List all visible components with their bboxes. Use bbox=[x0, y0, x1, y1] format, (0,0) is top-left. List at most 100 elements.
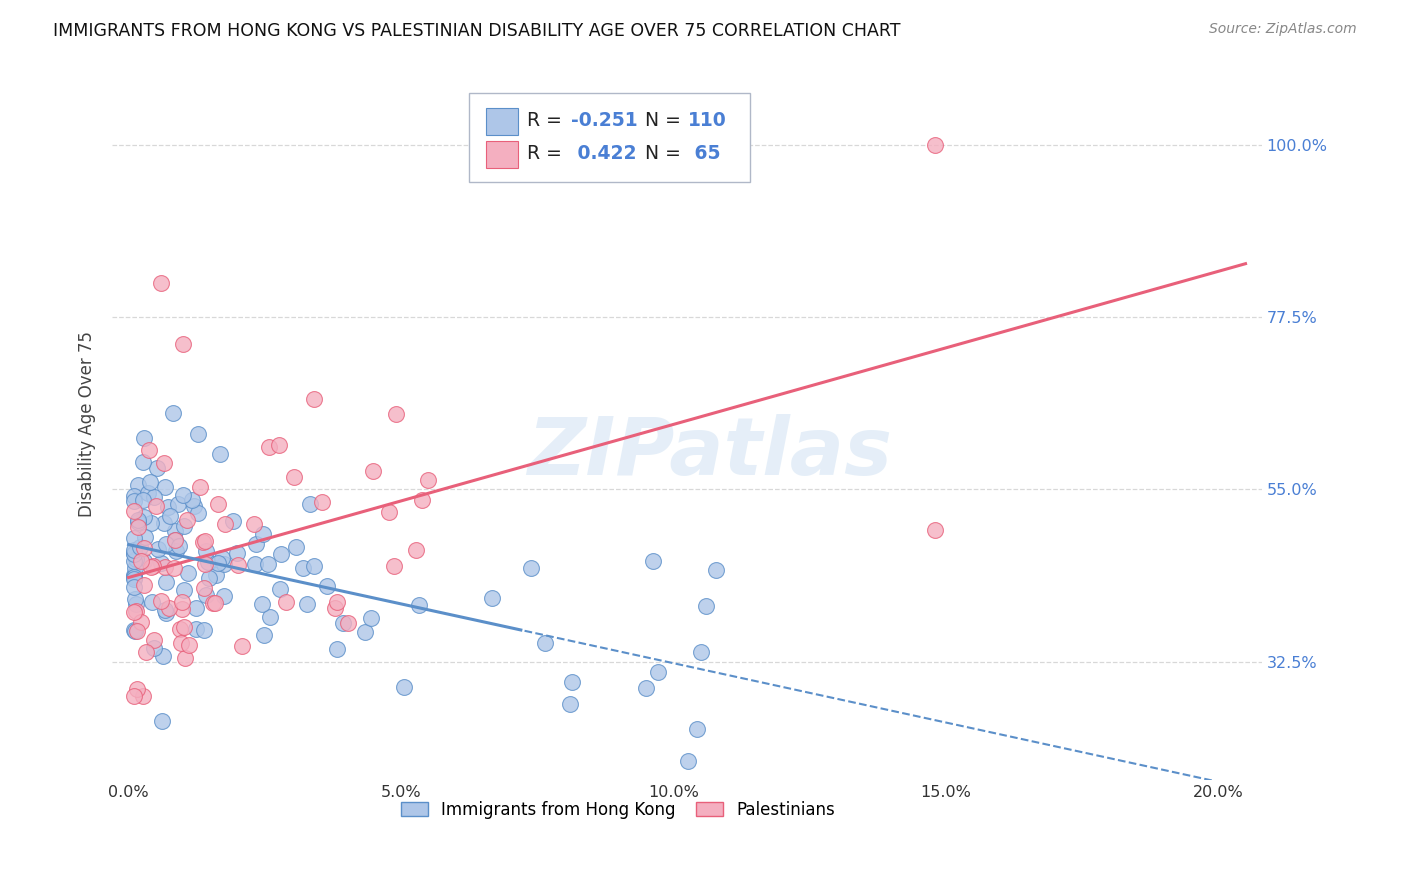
Point bbox=[641, 554, 664, 568]
Point bbox=[337, 615, 360, 630]
Point bbox=[122, 568, 145, 582]
Point bbox=[634, 681, 657, 696]
Point bbox=[204, 567, 226, 582]
Point bbox=[132, 455, 155, 469]
Point bbox=[122, 543, 145, 558]
Text: 110: 110 bbox=[688, 111, 727, 130]
Point bbox=[520, 561, 543, 575]
Point bbox=[225, 546, 247, 560]
Point bbox=[163, 561, 186, 575]
Point bbox=[187, 427, 209, 442]
Text: -0.251: -0.251 bbox=[571, 111, 637, 130]
Point bbox=[194, 543, 217, 558]
Point bbox=[152, 649, 174, 664]
Point bbox=[302, 392, 325, 406]
Point bbox=[252, 527, 274, 541]
Point bbox=[316, 579, 339, 593]
Point bbox=[184, 600, 207, 615]
Point bbox=[167, 540, 190, 554]
Point bbox=[163, 533, 186, 547]
Point bbox=[153, 480, 176, 494]
Point bbox=[259, 610, 281, 624]
Point bbox=[141, 559, 163, 574]
Point bbox=[125, 604, 148, 618]
Point bbox=[155, 606, 177, 620]
Point bbox=[127, 515, 149, 529]
Point bbox=[685, 723, 707, 737]
Point bbox=[142, 640, 165, 655]
Point bbox=[382, 559, 405, 574]
Point bbox=[122, 532, 145, 546]
Point bbox=[152, 516, 174, 531]
Point bbox=[245, 537, 267, 551]
Point bbox=[207, 556, 229, 570]
Point bbox=[212, 590, 235, 604]
Text: N =: N = bbox=[644, 145, 686, 163]
Point bbox=[122, 605, 145, 619]
Point bbox=[170, 602, 193, 616]
Point bbox=[181, 492, 204, 507]
Point bbox=[127, 478, 149, 492]
Text: R =: R = bbox=[527, 145, 568, 163]
Text: N =: N = bbox=[644, 111, 686, 130]
Point bbox=[558, 697, 581, 711]
Point bbox=[122, 554, 145, 568]
Point bbox=[204, 596, 226, 610]
Text: 0.422: 0.422 bbox=[571, 145, 637, 163]
Point bbox=[207, 497, 229, 511]
Point bbox=[242, 517, 264, 532]
Point bbox=[405, 543, 427, 558]
Point bbox=[124, 591, 146, 606]
Point bbox=[647, 665, 669, 680]
Point bbox=[122, 623, 145, 637]
Y-axis label: Disability Age Over 75: Disability Age Over 75 bbox=[79, 332, 96, 517]
Point bbox=[138, 442, 160, 457]
Point bbox=[172, 488, 194, 502]
Point bbox=[325, 595, 347, 609]
Point bbox=[295, 597, 318, 611]
Point bbox=[177, 566, 200, 581]
Point bbox=[214, 517, 236, 532]
Point bbox=[298, 497, 321, 511]
Point bbox=[150, 276, 173, 290]
Text: 65: 65 bbox=[688, 145, 721, 163]
Point bbox=[534, 635, 557, 649]
Point bbox=[170, 595, 193, 609]
Point bbox=[186, 623, 208, 637]
Point bbox=[704, 563, 727, 577]
Point bbox=[179, 638, 201, 652]
Point bbox=[139, 475, 162, 490]
Point bbox=[134, 530, 156, 544]
Point bbox=[129, 615, 152, 629]
Point bbox=[146, 460, 169, 475]
Point bbox=[165, 544, 187, 558]
Point bbox=[194, 534, 217, 549]
Point bbox=[193, 623, 215, 637]
Point bbox=[122, 504, 145, 518]
Point bbox=[136, 485, 159, 500]
Point bbox=[169, 636, 191, 650]
Point bbox=[481, 591, 503, 606]
Point bbox=[159, 509, 181, 524]
Point bbox=[304, 558, 326, 573]
Point bbox=[257, 557, 280, 571]
Text: R =: R = bbox=[527, 111, 568, 130]
Point bbox=[162, 406, 184, 420]
Point bbox=[124, 624, 146, 638]
Point bbox=[924, 138, 946, 153]
Point bbox=[253, 627, 276, 641]
Point bbox=[208, 447, 231, 461]
Point bbox=[166, 497, 188, 511]
Point bbox=[211, 550, 233, 565]
Point bbox=[122, 569, 145, 583]
Point bbox=[202, 596, 225, 610]
Point bbox=[157, 600, 180, 615]
Point bbox=[270, 548, 292, 562]
Point bbox=[165, 524, 187, 539]
Point bbox=[135, 645, 157, 659]
Text: IMMIGRANTS FROM HONG KONG VS PALESTINIAN DISABILITY AGE OVER 75 CORRELATION CHAR: IMMIGRANTS FROM HONG KONG VS PALESTINIAN… bbox=[53, 22, 901, 40]
Point bbox=[408, 599, 430, 613]
FancyBboxPatch shape bbox=[486, 108, 517, 135]
Point bbox=[129, 541, 152, 555]
Point bbox=[676, 754, 699, 768]
